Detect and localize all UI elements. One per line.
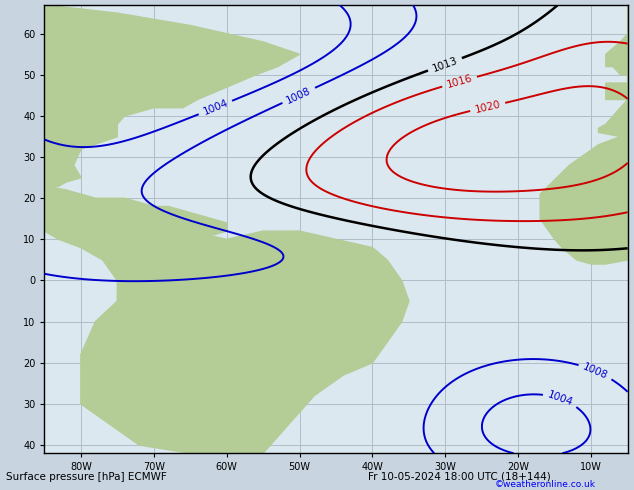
Text: 1016: 1016 [446,73,474,90]
Text: Fr 10-05-2024 18:00 UTC (18+144): Fr 10-05-2024 18:00 UTC (18+144) [368,471,550,482]
Text: ©weatheronline.co.uk: ©weatheronline.co.uk [495,480,595,489]
Text: 1013: 1013 [431,55,459,74]
Polygon shape [540,132,628,264]
Polygon shape [598,5,628,137]
Polygon shape [44,190,409,453]
Text: 1008: 1008 [285,85,313,105]
Polygon shape [44,5,117,206]
Text: Surface pressure [hPa] ECMWF: Surface pressure [hPa] ECMWF [6,471,167,482]
Polygon shape [44,5,299,190]
Text: 1004: 1004 [202,98,230,117]
Text: 1020: 1020 [474,99,501,115]
Polygon shape [44,186,226,239]
Text: 1004: 1004 [547,390,574,408]
Text: 1008: 1008 [581,361,609,381]
